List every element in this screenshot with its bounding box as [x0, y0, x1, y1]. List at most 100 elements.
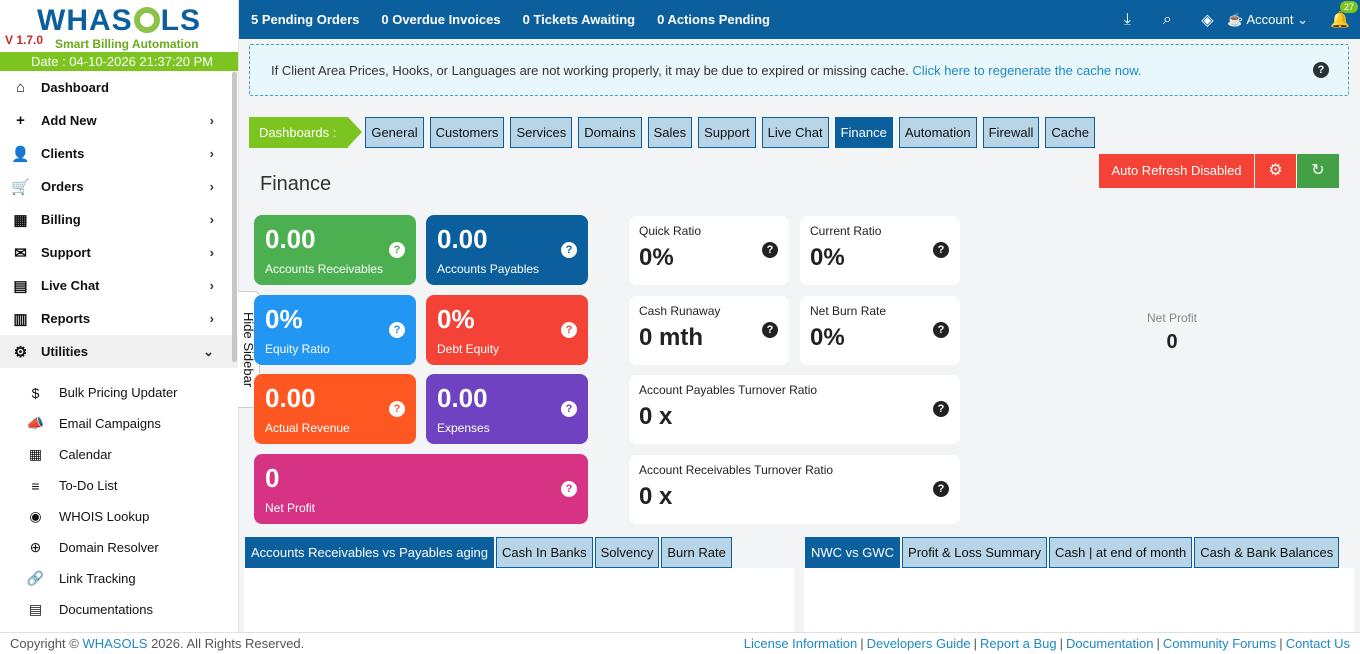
stat-value: 0%	[265, 304, 303, 334]
sidebar-item-clients[interactable]: 👤 Clients ›	[0, 137, 238, 170]
sidebar-item-dashboard[interactable]: ⌂ Dashboard	[0, 71, 238, 104]
submenu-item-domain-resolver[interactable]: ⊕ Domain Resolver	[0, 532, 238, 563]
stat-value: 0	[265, 463, 280, 493]
tab-cash-in-banks[interactable]: Cash In Banks	[496, 537, 593, 568]
submenu-item-whois-lookup[interactable]: ◉ WHOIS Lookup	[0, 501, 238, 532]
tab-live-chat[interactable]: Live Chat	[761, 116, 829, 148]
stat-label: Debt Equity	[437, 342, 500, 356]
download-icon[interactable]: ⤓	[1123, 10, 1131, 28]
sidebar: WHAS LS V 1.7.0 Smart Billing Automation …	[0, 0, 239, 632]
stat-card-net-profit: 0 Net Profit?	[254, 454, 588, 524]
submenu-item-to-do-list[interactable]: ≡ To-Do List	[0, 470, 238, 501]
help-icon[interactable]: ?	[389, 322, 405, 338]
tab-firewall[interactable]: Firewall	[982, 116, 1040, 148]
dashboards-label: Dashboards :	[249, 116, 363, 148]
topbar-stat[interactable]: 0 Overdue Invoices	[381, 12, 501, 27]
reload-button[interactable]: ↻	[1297, 154, 1339, 188]
footer-link-developers-guide[interactable]: Developers Guide	[866, 636, 971, 651]
help-icon[interactable]: ?	[933, 481, 949, 497]
chevron-right-icon: ›	[209, 146, 214, 161]
submenu-item-documentations[interactable]: ▤ Documentations	[0, 594, 238, 625]
help-icon[interactable]: ?	[389, 242, 405, 258]
tab-customers[interactable]: Customers	[429, 116, 505, 148]
topbar: 5 Pending Orders 0 Overdue Invoices 0 Tick…	[239, 0, 1360, 39]
stat-value: 0.00	[437, 383, 488, 413]
sidebar-item-reports[interactable]: ▥ Reports ›	[0, 302, 238, 335]
tab-support[interactable]: Support	[698, 116, 756, 148]
tab-automation[interactable]: Automation	[898, 116, 977, 148]
footer-links: License Information | Developers Guide | Rep…	[744, 633, 1350, 654]
tab-finance[interactable]: Finance	[834, 116, 893, 148]
tab-accounts-receivables-vs-payables-aging[interactable]: Accounts Receivables vs Payables aging	[245, 537, 495, 568]
stat-label: Accounts Payables	[437, 262, 540, 276]
help-icon[interactable]: ?	[933, 322, 949, 338]
user-icon: 👤	[11, 145, 30, 163]
chevron-right-icon: ›	[209, 212, 214, 227]
footer-link-license-information[interactable]: License Information	[743, 636, 858, 651]
help-icon[interactable]: ?	[762, 242, 778, 258]
tab-sales[interactable]: Sales	[647, 116, 693, 148]
help-icon[interactable]: ?	[933, 242, 949, 258]
help-icon[interactable]: ?	[389, 401, 405, 417]
help-icon[interactable]: ?	[561, 242, 577, 258]
submenu-item-email-campaigns[interactable]: 📣 Email Campaigns	[0, 408, 238, 439]
ratio-label: Account Payables Turnover Ratio	[639, 383, 818, 397]
page-title: Finance	[260, 173, 332, 195]
plus-icon: +	[16, 112, 25, 129]
sidebar-scrollbar[interactable]	[232, 72, 237, 362]
brand-link[interactable]: WHASOLS	[82, 636, 148, 651]
tab-cash-bank-balances[interactable]: Cash & Bank Balances	[1194, 537, 1340, 568]
footer-link-report-a-bug[interactable]: Report a Bug	[980, 636, 1057, 651]
account-menu[interactable]: ☕ Account ⌄	[1227, 11, 1308, 27]
notifications-button[interactable]: 🔔 27	[1320, 0, 1360, 30]
tab-services[interactable]: Services	[510, 116, 573, 148]
sidebar-item-live-chat[interactable]: ▤ Live Chat ›	[0, 269, 238, 302]
footer-link-documentation[interactable]: Documentation	[1066, 636, 1154, 651]
tab-nwc-vs-gwc[interactable]: NWC vs GWC	[805, 537, 901, 568]
footer-link-contact-us[interactable]: Contact Us	[1285, 636, 1350, 651]
tab-burn-rate[interactable]: Burn Rate	[661, 537, 732, 568]
net-profit-value: 0	[1166, 331, 1178, 353]
auto-refresh-button[interactable]: Auto Refresh Disabled	[1099, 154, 1254, 188]
chevron-right-icon: ›	[209, 311, 214, 326]
submenu-item-label: WHOIS Lookup	[59, 509, 150, 524]
tab-solvency[interactable]: Solvency	[594, 537, 660, 568]
tab-domains[interactable]: Domains	[578, 116, 642, 148]
topbar-stat[interactable]: 0 Actions Pending	[657, 12, 770, 27]
help-icon[interactable]: ?	[933, 401, 949, 417]
submenu-item-calendar[interactable]: ▦ Calendar	[0, 439, 238, 470]
link-icon: 🔗	[26, 570, 45, 586]
submenu-item-bulk-pricing-updater[interactable]: $ Bulk Pricing Updater	[0, 377, 238, 408]
topbar-stat[interactable]: 0 Tickets Awaiting	[522, 12, 636, 27]
layers-icon[interactable]: ◈	[1201, 11, 1214, 29]
sidebar-item-orders[interactable]: 🛒 Orders ›	[0, 170, 238, 203]
stat-card-equity-ratio: 0% Equity Ratio?	[254, 295, 416, 365]
dashboard-tabs: Dashboards : General Customers Services Dom…	[249, 116, 1101, 148]
help-icon[interactable]: ?	[762, 322, 778, 338]
tab-cache[interactable]: Cache	[1045, 116, 1095, 148]
sidebar-item-utilities[interactable]: ⚙ Utilities ⌄	[0, 335, 238, 368]
sidebar-item-support[interactable]: ✉ Support ›	[0, 236, 238, 269]
tab-general[interactable]: General	[365, 116, 424, 148]
footer-link-community-forums[interactable]: Community Forums	[1162, 636, 1277, 651]
help-icon[interactable]: ?	[561, 481, 577, 497]
gear-icon	[133, 7, 160, 33]
stat-value: 0.00	[437, 224, 488, 254]
sidebar-item-billing[interactable]: ▦ Billing ›	[0, 203, 238, 236]
hide-sidebar-label: Hide Sidebar	[241, 311, 256, 388]
tab-profit-loss-summary[interactable]: Profit & Loss Summary	[902, 537, 1047, 568]
account-label: Account	[1246, 11, 1294, 27]
search-icon[interactable]: ⌕	[1162, 10, 1172, 28]
ratio-card-cash-runaway: Cash Runaway 0 mth?	[629, 296, 789, 365]
settings-button[interactable]: ⚙	[1255, 154, 1296, 188]
logo[interactable]: WHAS LS	[37, 4, 201, 37]
regenerate-cache-link[interactable]: Click here to regenerate the cache now.	[912, 63, 1142, 78]
stat-card-accounts-receivables: 0.00 Accounts Receivables?	[254, 215, 416, 285]
help-icon[interactable]: ?	[1313, 62, 1329, 78]
help-icon[interactable]: ?	[561, 401, 577, 417]
help-icon[interactable]: ?	[561, 322, 577, 338]
sidebar-item-add-new[interactable]: + Add New ›	[0, 104, 238, 137]
submenu-item-link-tracking[interactable]: 🔗 Link Tracking	[0, 563, 238, 594]
topbar-stat[interactable]: 5 Pending Orders	[251, 12, 360, 27]
tab-cash-at-end-of-month[interactable]: Cash | at end of month	[1048, 537, 1193, 568]
